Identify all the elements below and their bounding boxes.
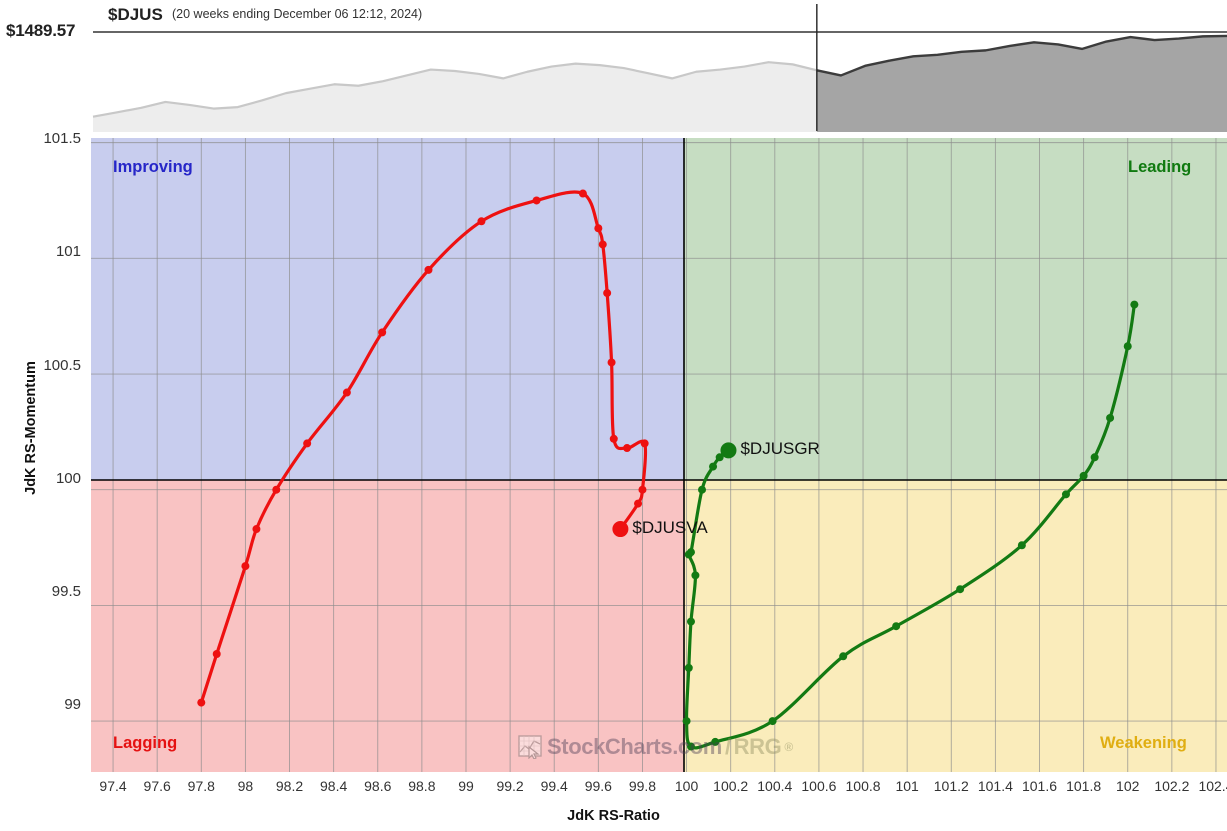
series-point-marker[interactable] bbox=[252, 525, 261, 534]
series-point-marker[interactable] bbox=[477, 217, 486, 226]
series-point-marker[interactable] bbox=[212, 649, 221, 658]
x-tick-97-6: 97.6 bbox=[143, 778, 171, 794]
quadrant-label-lagging: Lagging bbox=[113, 734, 178, 752]
mini-chart-svg bbox=[92, 4, 1227, 132]
mini-chart-past-area bbox=[92, 61, 818, 132]
series-point-marker[interactable] bbox=[609, 434, 618, 443]
y-tick-101: 101 bbox=[55, 243, 81, 260]
series-point-marker[interactable] bbox=[342, 388, 351, 397]
series-point-marker[interactable] bbox=[839, 652, 848, 661]
series-point-marker[interactable] bbox=[303, 439, 312, 448]
series-point-marker[interactable] bbox=[684, 663, 693, 672]
series-endpoint-marker[interactable] bbox=[720, 442, 737, 459]
series-djusva[interactable] bbox=[197, 189, 649, 707]
series-point-marker[interactable] bbox=[686, 742, 695, 751]
x-tick-101-4: 101.4 bbox=[977, 778, 1013, 794]
x-tick-97-4: 97.4 bbox=[99, 778, 127, 794]
series-point-marker[interactable] bbox=[1061, 490, 1070, 499]
rrg-plot-svg bbox=[91, 138, 1227, 772]
x-tick-100-2: 100.2 bbox=[713, 778, 749, 794]
mini-price-chart[interactable]: $1489.57 $DJUS (20 weeks ending December… bbox=[0, 0, 1227, 132]
series-point-marker[interactable] bbox=[686, 548, 695, 557]
x-tick-101-6: 101.6 bbox=[1021, 778, 1058, 794]
series-point-marker[interactable] bbox=[603, 289, 612, 298]
x-tick-100-8: 100.8 bbox=[845, 778, 881, 794]
series-point-marker[interactable] bbox=[709, 462, 718, 471]
rrg-plot-area[interactable]: Improving Leading Lagging Weakening $DJU… bbox=[91, 138, 1227, 772]
series-label-djusgr: $DJUSGR bbox=[740, 439, 820, 459]
quadrant-lagging bbox=[91, 480, 684, 772]
series-point-marker[interactable] bbox=[197, 698, 206, 707]
series-point-marker[interactable] bbox=[892, 622, 901, 631]
x-axis-title: JdK RS-Ratio bbox=[567, 808, 660, 824]
x-tick-98-8: 98.8 bbox=[408, 778, 436, 794]
series-endpoint-marker[interactable] bbox=[612, 521, 629, 538]
series-point-marker[interactable] bbox=[698, 485, 707, 494]
x-tick-101-8: 101.8 bbox=[1066, 778, 1102, 794]
quadrant-label-improving: Improving bbox=[113, 158, 193, 176]
x-tick-99-4: 99.4 bbox=[540, 778, 568, 794]
y-tick-101-5: 101.5 bbox=[43, 130, 81, 147]
x-tick-101-2: 101.2 bbox=[933, 778, 969, 794]
x-tick-97-8: 97.8 bbox=[187, 778, 215, 794]
x-tick-101: 101 bbox=[895, 778, 919, 794]
series-point-marker[interactable] bbox=[1090, 453, 1099, 462]
y-tick-99: 99 bbox=[64, 696, 81, 713]
series-point-marker[interactable] bbox=[532, 196, 541, 205]
x-tick-98-2: 98.2 bbox=[275, 778, 304, 794]
x-tick-102: 102 bbox=[1116, 778, 1140, 794]
x-tick-98-6: 98.6 bbox=[364, 778, 392, 794]
y-tick-100-5: 100.5 bbox=[43, 357, 81, 374]
y-tick-99-5: 99.5 bbox=[51, 583, 81, 600]
mini-chart-symbol: $DJUS bbox=[108, 5, 163, 24]
x-tick-99-2: 99.2 bbox=[496, 778, 524, 794]
x-tick-99: 99 bbox=[458, 778, 474, 794]
series-point-marker[interactable] bbox=[682, 717, 691, 726]
series-point-marker[interactable] bbox=[1079, 471, 1088, 480]
x-tick-98: 98 bbox=[237, 778, 254, 794]
mini-chart-price-label: $1489.57 bbox=[6, 21, 76, 40]
x-tick-102-4: 102.4 bbox=[1198, 778, 1227, 794]
series-point-marker[interactable] bbox=[272, 485, 281, 494]
series-point-marker[interactable] bbox=[691, 571, 700, 580]
mini-chart-recent-area bbox=[816, 34, 1227, 132]
plot-gridlines bbox=[91, 138, 1227, 772]
series-point-marker[interactable] bbox=[634, 499, 643, 508]
quadrant-label-weakening: Weakening bbox=[1100, 734, 1187, 752]
series-point-marker[interactable] bbox=[607, 358, 616, 367]
y-tick-100: 100 bbox=[55, 470, 81, 487]
series-point-marker[interactable] bbox=[1130, 300, 1139, 309]
series-point-marker[interactable] bbox=[241, 562, 250, 571]
x-tick-99-6: 99.6 bbox=[584, 778, 612, 794]
series-point-marker[interactable] bbox=[578, 189, 587, 198]
x-tick-102-2: 102.2 bbox=[1154, 778, 1190, 794]
x-tick-99-8: 99.8 bbox=[628, 778, 657, 794]
y-axis-title: JdK RS-Momentum bbox=[23, 361, 39, 495]
series-point-marker[interactable] bbox=[424, 265, 433, 274]
x-tick-100-4: 100.4 bbox=[757, 778, 793, 794]
mini-chart-subtitle: (20 weeks ending December 06 12:12, 2024… bbox=[172, 7, 423, 21]
series-point-marker[interactable] bbox=[1106, 413, 1115, 422]
series-point-marker[interactable] bbox=[1017, 541, 1026, 550]
series-point-marker[interactable] bbox=[598, 240, 607, 249]
series-point-marker[interactable] bbox=[638, 485, 647, 494]
series-point-marker[interactable] bbox=[640, 439, 649, 448]
series-point-marker[interactable] bbox=[378, 328, 387, 337]
series-point-marker[interactable] bbox=[715, 453, 724, 462]
series-point-marker[interactable] bbox=[686, 617, 695, 626]
series-point-marker[interactable] bbox=[956, 585, 965, 594]
x-tick-100-6: 100.6 bbox=[801, 778, 837, 794]
series-point-marker[interactable] bbox=[594, 224, 603, 233]
x-tick-100: 100 bbox=[674, 778, 699, 794]
series-point-marker[interactable] bbox=[1123, 342, 1132, 351]
series-label-djusva: $DJUSVA bbox=[632, 518, 708, 538]
series-point-marker[interactable] bbox=[768, 717, 777, 726]
x-tick-98-4: 98.4 bbox=[320, 778, 348, 794]
series-point-marker[interactable] bbox=[623, 444, 632, 453]
quadrant-label-leading: Leading bbox=[1128, 158, 1192, 176]
series-djusgr[interactable] bbox=[682, 300, 1139, 751]
series-point-marker[interactable] bbox=[711, 737, 720, 746]
